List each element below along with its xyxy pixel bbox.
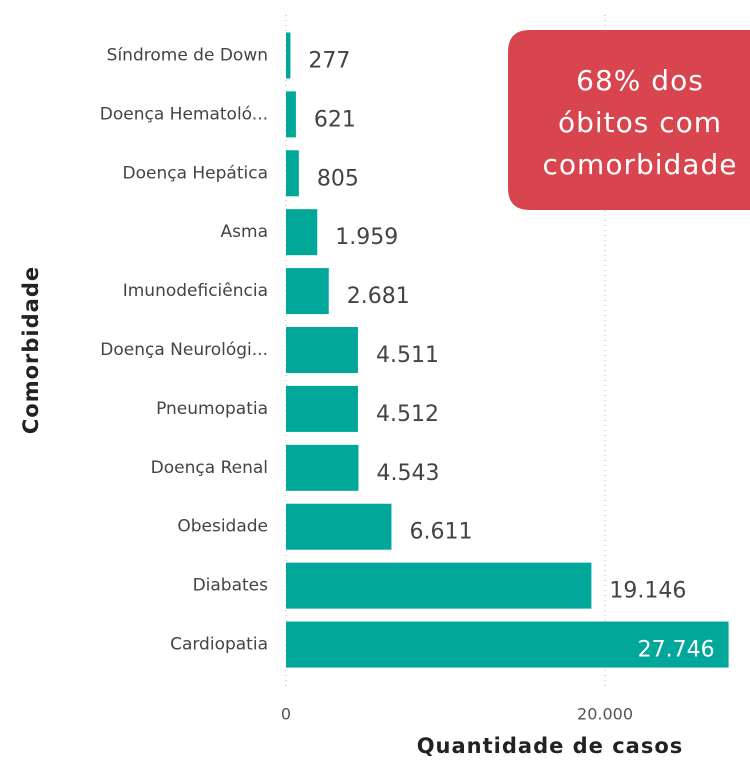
data-label: 2.681 <box>347 284 410 309</box>
y-tick-label: Síndrome de Down <box>107 45 268 65</box>
y-tick-label: Pneumopatia <box>156 399 268 419</box>
y-tick-label: Asma <box>221 222 268 242</box>
bar <box>286 562 592 609</box>
x-axis-title: Quantidade de casos <box>417 734 684 758</box>
annotation-text: 68% dos <box>576 64 704 97</box>
bar <box>286 503 392 550</box>
data-label: 621 <box>314 107 356 132</box>
annotation-text: óbitos com <box>558 106 722 139</box>
bar <box>286 268 329 315</box>
y-tick-label: Doença Hematoló... <box>100 104 268 124</box>
y-axis-title: Comorbidade <box>19 266 43 434</box>
x-tick-label: 20.000 <box>577 705 633 724</box>
bar <box>286 91 296 138</box>
y-tick-label: Doença Hepática <box>123 163 269 183</box>
annotation-box <box>508 30 750 210</box>
bar <box>286 150 299 197</box>
data-label: 805 <box>317 166 359 191</box>
y-tick-label: Diabates <box>193 576 269 596</box>
bar <box>286 621 729 668</box>
y-tick-label: Obesidade <box>177 517 268 537</box>
annotation-text: comorbidade <box>543 148 738 181</box>
y-tick-label: Imunodeficiência <box>123 281 268 301</box>
data-label: 4.512 <box>376 402 439 427</box>
data-label: 1.959 <box>335 225 398 250</box>
data-label: 27.746 <box>638 638 715 663</box>
bar <box>286 32 291 79</box>
data-label: 4.511 <box>376 343 439 368</box>
data-label: 277 <box>308 48 350 73</box>
bar <box>286 385 358 432</box>
bar <box>286 444 359 491</box>
bar <box>286 209 318 256</box>
data-label: 19.146 <box>609 579 686 604</box>
y-tick-label: Cardiopatia <box>170 635 268 655</box>
bar <box>286 327 358 373</box>
y-tick-label: Doença Neurológi... <box>100 340 268 360</box>
y-tick-label: Doença Renal <box>151 458 268 478</box>
x-tick-label: 0 <box>281 705 291 724</box>
data-label: 6.611 <box>409 520 472 545</box>
data-label: 4.543 <box>376 461 439 486</box>
